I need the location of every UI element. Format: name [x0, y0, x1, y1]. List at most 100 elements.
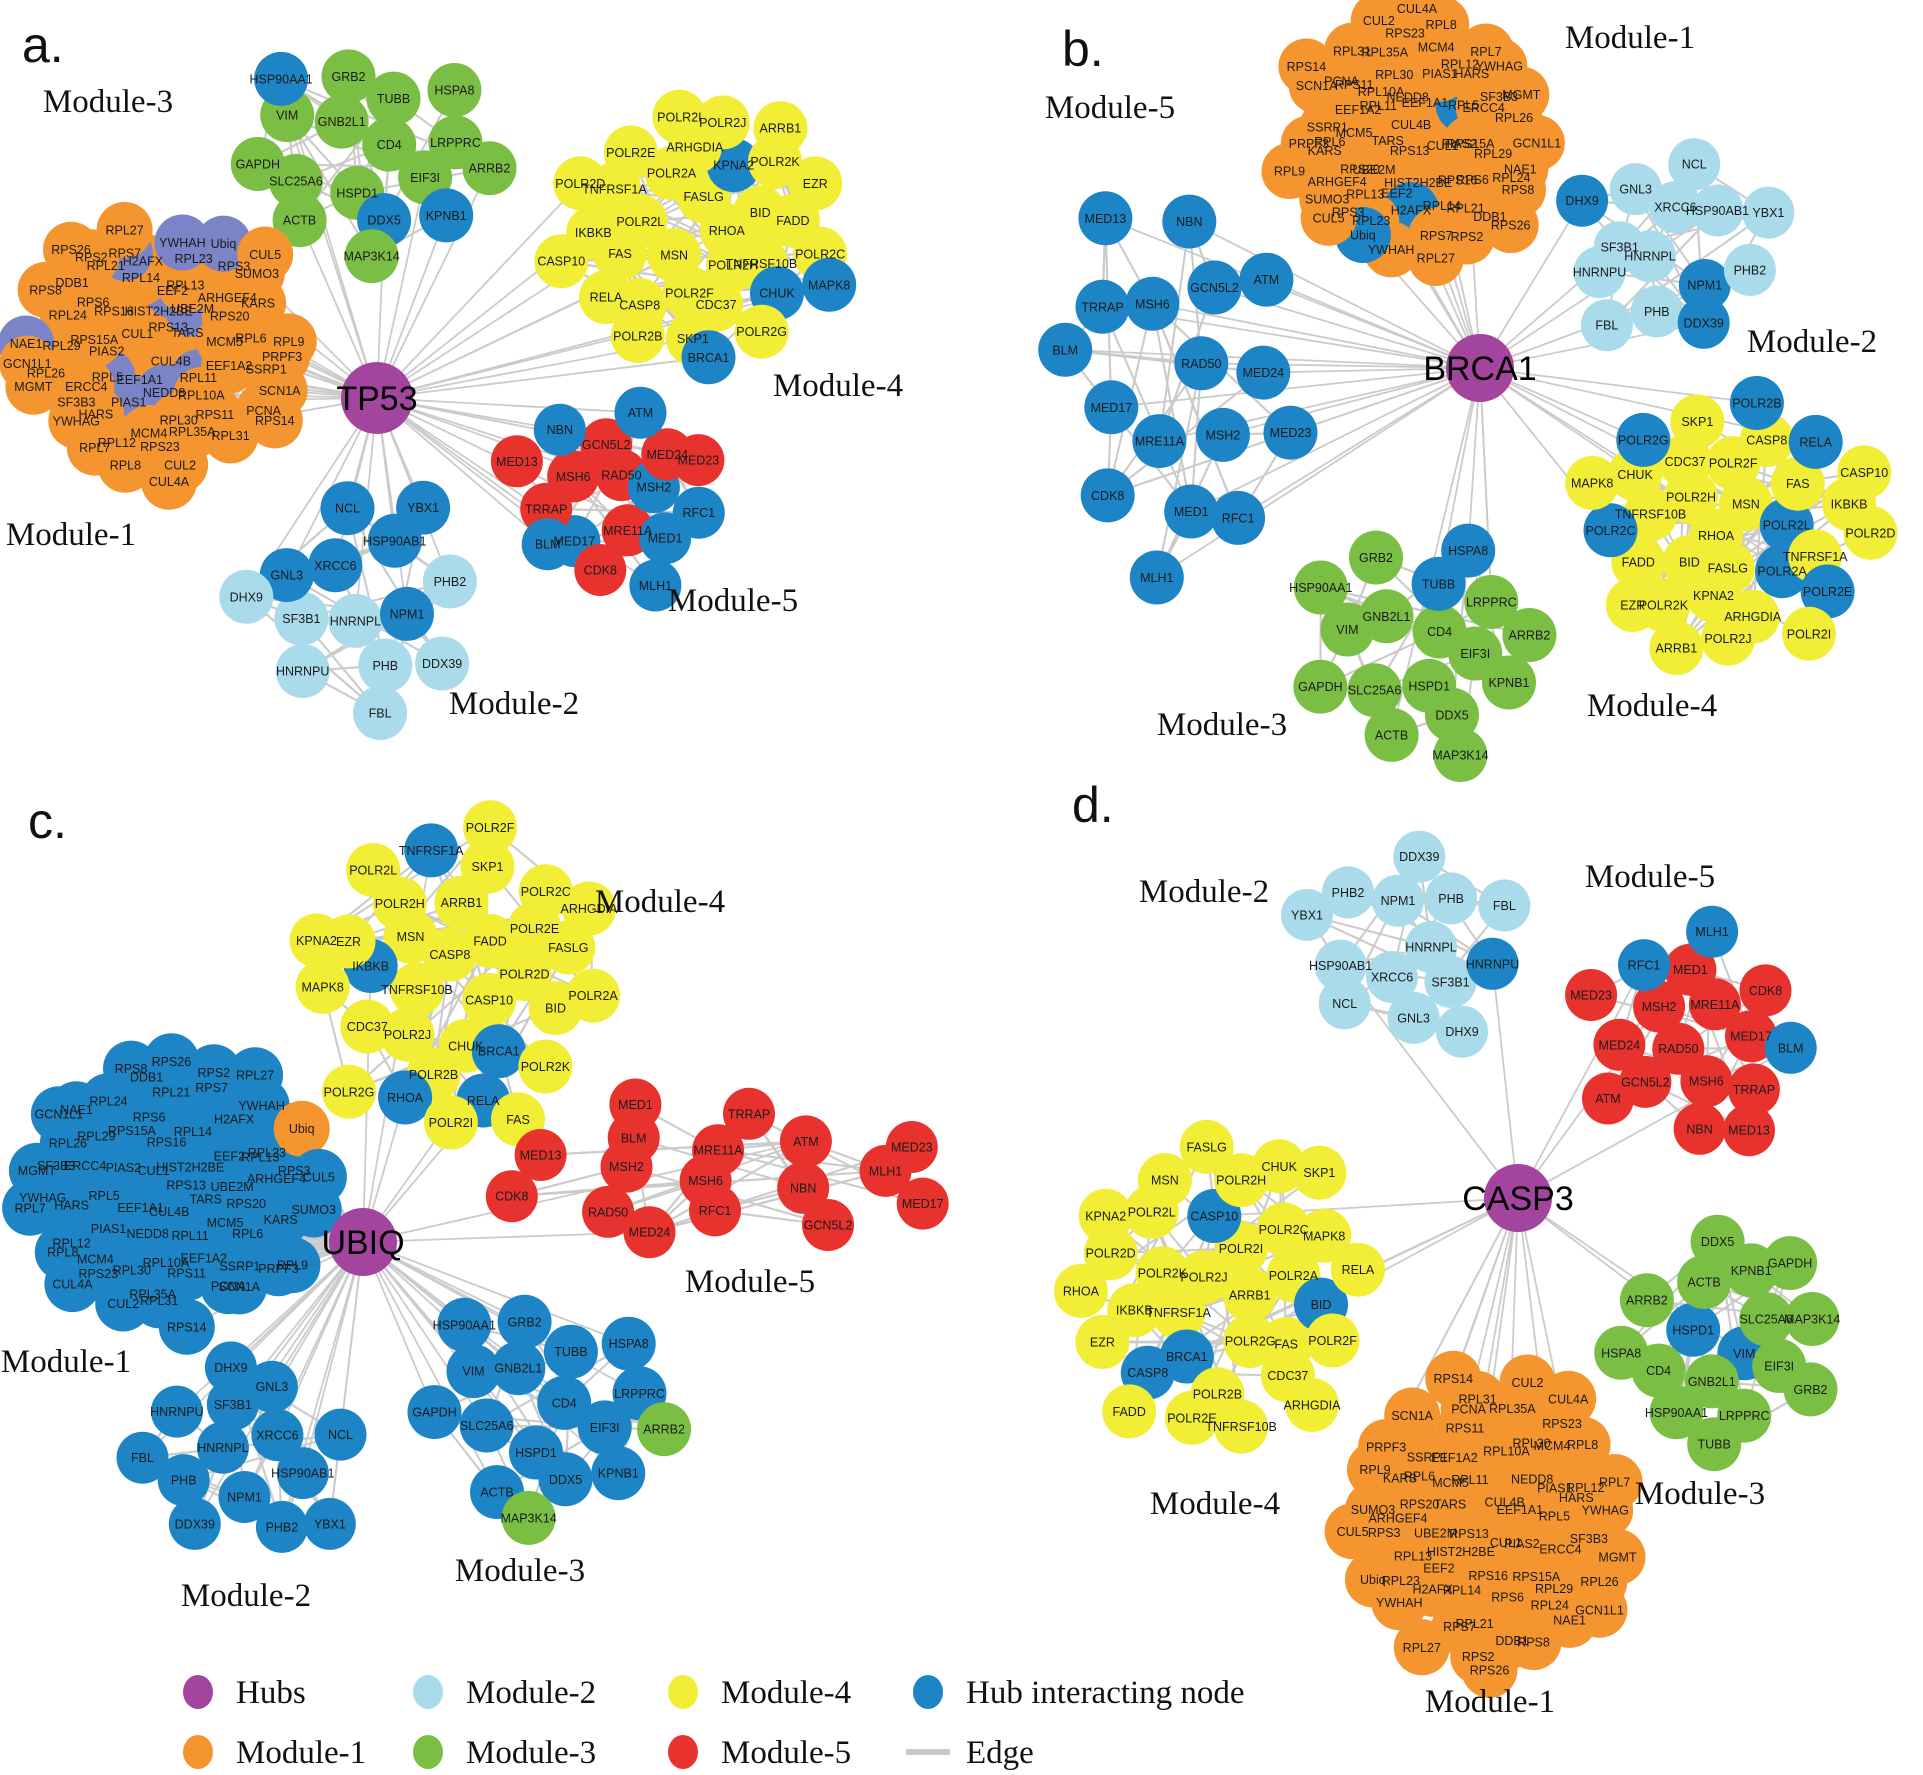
network-node — [1680, 1055, 1733, 1108]
node-label: RPL6 — [232, 1227, 263, 1241]
network-node — [254, 51, 309, 106]
node-label: ARHGEF4 — [247, 1172, 306, 1186]
node-label: RPS6 — [133, 1111, 166, 1125]
node-label: KPNA2 — [1085, 1209, 1126, 1223]
node-label: RPL26 — [1580, 1575, 1618, 1589]
node-label: FASLG — [548, 941, 588, 955]
node-label: MCM4 — [130, 427, 167, 441]
node-label: POLR2E — [1167, 1411, 1216, 1425]
node-label: ACTB — [283, 214, 316, 228]
node-label: RPL9 — [1274, 165, 1305, 179]
node-label: POLR2L — [616, 215, 664, 229]
network-node — [1609, 163, 1662, 216]
edge — [1263, 367, 1481, 374]
hub-label: BRCA1 — [1423, 350, 1536, 388]
node-label: HSP90AA1 — [249, 72, 312, 86]
node-label: Ubiq — [1350, 229, 1376, 243]
node-label: MCM5 — [206, 335, 243, 349]
module-caption: Module-1 — [1, 1344, 131, 1380]
node-label: POLR2I — [429, 1116, 473, 1130]
node-label: KPNB1 — [426, 209, 467, 223]
network-node — [1678, 259, 1731, 311]
network-node — [601, 1316, 656, 1371]
node-label: BID — [1311, 1298, 1332, 1312]
node-label: RPS7 — [195, 1081, 228, 1095]
node-label: EEF1A1 — [117, 1201, 164, 1215]
node-label: EIF3I — [1460, 647, 1490, 661]
network-node — [1649, 181, 1702, 234]
network-node — [1261, 143, 1318, 199]
node-label: EIF3I — [590, 1421, 620, 1435]
node-label: RPL29 — [1474, 147, 1512, 161]
network-node — [1389, 0, 1445, 37]
node-label: POLR2D — [555, 177, 605, 191]
node-label: RPL27 — [236, 1069, 274, 1083]
node-label: MCM5 — [207, 1216, 244, 1230]
node-label: RPL13 — [1394, 1549, 1432, 1563]
network-node — [303, 1497, 356, 1550]
node-labels: HNRNPL XRCC6 NPM1 SF3B1 HSP90AB1 PHB GNL3 PHB2 H… — [1063, 850, 1841, 1677]
node-label: CUL1 — [1490, 1536, 1522, 1550]
legend-label: Module-4 — [721, 1675, 851, 1711]
node-label: MGMT — [1598, 1551, 1637, 1565]
node-label: XRCC6 — [256, 1429, 298, 1443]
node-label: PHB — [1644, 305, 1670, 319]
network-node — [459, 1398, 514, 1453]
network-node — [490, 435, 543, 488]
node-label: RPL31 — [1333, 44, 1371, 58]
node-label: RPS7 — [108, 247, 141, 261]
node-label: EEF1A2 — [1335, 103, 1382, 117]
network-node — [672, 434, 725, 487]
node-label: RPL5 — [88, 1189, 119, 1203]
node-label: RHOA — [387, 1091, 424, 1105]
node-label: POLR2B — [613, 329, 662, 343]
edge — [1158, 221, 1191, 442]
node-label: TNFRSF1A — [1146, 1306, 1211, 1320]
node-label: HNRNPL — [330, 614, 381, 628]
node-label: RPL5 — [1448, 99, 1479, 113]
node-label: RPS23 — [78, 1267, 118, 1281]
node-label: BRCA1 — [688, 351, 730, 365]
node-label: MSH6 — [688, 1174, 723, 1188]
node-label: RPL12 — [98, 436, 136, 450]
node-label: HARS — [1559, 1491, 1594, 1505]
node-label: CUL5 — [303, 1170, 335, 1184]
node-label: EIF3I — [1764, 1360, 1794, 1374]
network-node — [1135, 1246, 1190, 1301]
node-label: RPL6 — [1314, 135, 1345, 149]
node-label: RPL6 — [235, 331, 266, 345]
node-label: ERCC4 — [65, 380, 107, 394]
network-node — [143, 1033, 200, 1090]
node-label: POLR2E — [606, 146, 655, 160]
node-label: SF3B3 — [1570, 1532, 1608, 1546]
module-caption: Module-4 — [1150, 1486, 1280, 1522]
node-label: RPL31 — [140, 1294, 178, 1308]
network-node — [1800, 564, 1855, 619]
node-label: SF3B3 — [57, 396, 95, 410]
network-node — [1618, 939, 1670, 992]
legend-label: Hubs — [236, 1675, 306, 1711]
node-label: VIM — [462, 1365, 484, 1379]
node-label: MED17 — [902, 1197, 944, 1211]
network-node — [0, 335, 56, 392]
node-label: POLR2C — [795, 247, 845, 261]
node-label: KPNA2 — [296, 934, 337, 948]
node-label: RPS8 — [115, 1062, 148, 1076]
module-caption: Module-4 — [773, 368, 903, 404]
network-node — [1347, 663, 1402, 718]
network-node — [497, 1294, 552, 1349]
node-label: MED24 — [1242, 366, 1284, 380]
node-label: KARS — [1308, 144, 1342, 158]
node-label: CUL2 — [1363, 14, 1395, 28]
network-node — [521, 518, 574, 571]
node-label: RPL23 — [248, 1146, 286, 1160]
node-label: HSP90AB1 — [271, 1467, 334, 1481]
node-label: YWHAH — [159, 236, 206, 250]
edge — [328, 1241, 364, 1525]
node-label: VIM — [1733, 1347, 1755, 1361]
node-label: CDC37 — [1665, 455, 1706, 469]
node-label: NCL — [1682, 158, 1707, 172]
network-node — [1239, 252, 1294, 307]
node-label: EEF1A2 — [1431, 1451, 1478, 1465]
